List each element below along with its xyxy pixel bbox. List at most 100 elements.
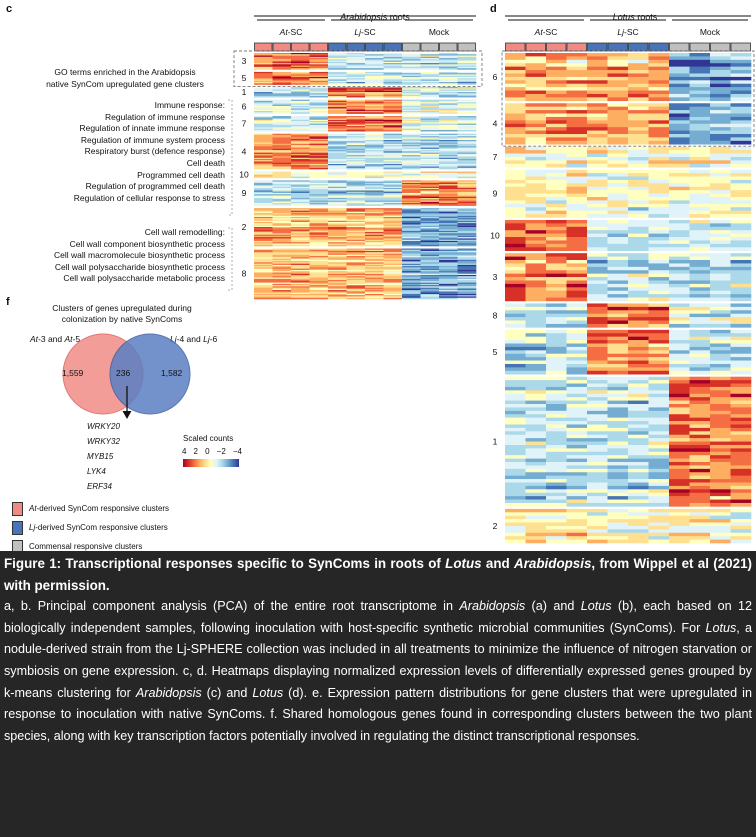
heat-cell — [505, 502, 526, 507]
heat-cell — [365, 272, 384, 275]
heat-cell — [566, 323, 588, 328]
heat-cell — [457, 105, 477, 108]
heat-cell — [291, 142, 310, 145]
heat-cell — [730, 230, 752, 234]
heat-cell — [383, 262, 403, 264]
heat-cell — [525, 247, 547, 251]
heat-cell — [309, 61, 329, 64]
panel-d-cluster-7 — [505, 146, 752, 168]
heat-cell — [607, 127, 629, 131]
heat-cell — [420, 194, 440, 196]
heat-cell — [607, 421, 629, 425]
tf-gene: LYK4 — [87, 467, 106, 476]
heat-cell — [587, 173, 608, 177]
heat-cell — [309, 71, 329, 74]
heat-cell — [710, 475, 731, 480]
heat-cell — [710, 350, 731, 355]
heat-cell — [309, 151, 329, 153]
heat-cell — [689, 499, 711, 504]
heat-cell — [383, 73, 403, 75]
heat-cell — [628, 256, 649, 261]
heat-cell — [365, 74, 384, 77]
heat-cell — [439, 156, 458, 158]
heat-cell — [710, 59, 731, 64]
heat-cell — [525, 260, 547, 264]
heat-cell — [607, 103, 629, 107]
heat-cell — [689, 123, 711, 128]
heat-cell — [669, 93, 690, 98]
heat-cell — [328, 165, 347, 167]
heat-cell — [420, 195, 440, 198]
heat-cell — [254, 141, 273, 143]
heat-cell — [272, 292, 292, 295]
heat-cell — [669, 237, 690, 241]
heat-cell — [525, 329, 547, 334]
heat-cell — [457, 108, 477, 111]
heat-cell — [525, 400, 547, 405]
heat-cell — [420, 78, 440, 80]
heat-cell — [420, 119, 440, 122]
heat-cell — [420, 56, 440, 59]
heat-cell — [291, 105, 310, 108]
heat-cell — [402, 181, 421, 184]
heat-cell — [546, 163, 567, 168]
heat-cell — [254, 90, 273, 93]
heat-cell — [439, 283, 458, 286]
heat-cell — [607, 183, 629, 188]
heat-cell — [439, 141, 458, 143]
heat-cell — [566, 343, 588, 348]
heat-cell — [710, 522, 731, 527]
heat-cell — [254, 103, 273, 105]
heat-cell — [309, 162, 329, 165]
heat-cell — [689, 219, 711, 224]
heat-cell — [730, 320, 752, 325]
heat-cell — [710, 133, 731, 138]
heat-cell — [525, 393, 547, 398]
heat-cell — [648, 515, 670, 520]
heat-cell — [628, 56, 649, 61]
heat-cell — [365, 189, 384, 191]
heat-cell — [420, 185, 440, 187]
heat-cell — [505, 522, 526, 527]
heat-cell — [328, 60, 347, 63]
heat-cell — [525, 508, 547, 513]
heat-cell — [272, 195, 292, 198]
heat-cell — [669, 280, 690, 285]
heat-cell — [365, 73, 384, 75]
heat-cell — [254, 63, 273, 65]
heat-cell — [505, 106, 526, 111]
heat-cell — [346, 89, 366, 92]
heat-cell — [254, 140, 273, 142]
heat-cell — [291, 55, 310, 58]
legend-swatch — [12, 539, 23, 551]
heat-cell — [710, 468, 731, 473]
heat-cell — [648, 346, 670, 351]
heat-cell — [346, 107, 366, 109]
heat-cell — [365, 176, 384, 179]
heat-cell — [669, 489, 690, 494]
heat-cell — [402, 280, 421, 282]
heat-cell — [457, 138, 477, 141]
heat-cell — [669, 247, 690, 251]
heat-cell — [254, 147, 273, 150]
heat-cell — [328, 268, 347, 271]
heat-cell — [669, 414, 690, 418]
heat-cell — [669, 353, 690, 358]
caption-body-part: (b), each based on 12 biologically indep… — [4, 599, 753, 635]
heat-cell — [291, 121, 310, 123]
heat-cell — [669, 512, 690, 517]
heat-cell — [689, 294, 711, 298]
heat-cell — [346, 213, 366, 215]
heat-cell — [383, 60, 403, 63]
heat-cell — [730, 76, 752, 81]
heat-cell — [525, 529, 547, 534]
heat-cell — [439, 277, 458, 280]
heat-cell — [291, 190, 310, 193]
heat-cell — [546, 333, 567, 337]
heat-cell — [546, 256, 567, 261]
heat-cell — [710, 150, 731, 154]
heat-cell — [254, 249, 273, 252]
heat-cell — [383, 182, 403, 185]
heat-cell — [546, 458, 567, 463]
heat-cell — [525, 472, 547, 476]
